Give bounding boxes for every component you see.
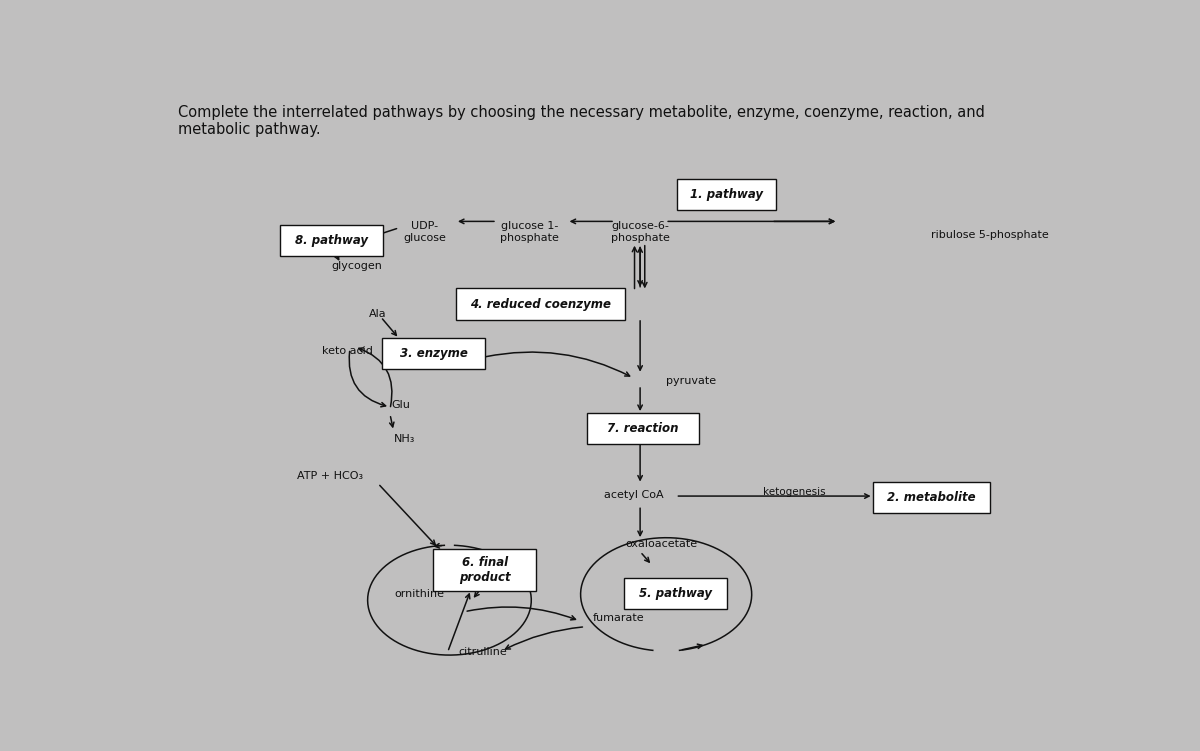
FancyBboxPatch shape — [382, 338, 485, 369]
Text: 2. metabolite: 2. metabolite — [887, 491, 976, 505]
Text: glucose-6-
phosphate: glucose-6- phosphate — [611, 221, 670, 243]
Text: glycogen: glycogen — [331, 261, 383, 271]
Text: glucose 1-
phosphate: glucose 1- phosphate — [500, 221, 559, 243]
Text: 3. enzyme: 3. enzyme — [400, 347, 468, 360]
Text: 5. pathway: 5. pathway — [638, 587, 712, 600]
Text: citrulline: citrulline — [458, 647, 508, 657]
Text: Complete the interrelated pathways by choosing the necessary metabolite, enzyme,: Complete the interrelated pathways by ch… — [178, 104, 985, 119]
Text: acetyl CoA: acetyl CoA — [604, 490, 664, 500]
FancyBboxPatch shape — [624, 578, 727, 609]
Text: ketogenesis: ketogenesis — [763, 487, 826, 497]
Text: 7. reaction: 7. reaction — [607, 422, 679, 435]
FancyBboxPatch shape — [677, 179, 776, 210]
Text: ribulose 5-phosphate: ribulose 5-phosphate — [931, 230, 1049, 240]
Text: NH₃: NH₃ — [394, 434, 415, 445]
Text: 4. reduced coenzyme: 4. reduced coenzyme — [470, 297, 611, 311]
Text: Ala: Ala — [368, 309, 386, 319]
Text: oxaloacetate: oxaloacetate — [625, 539, 697, 549]
Text: UDP-
glucose: UDP- glucose — [403, 221, 445, 243]
FancyBboxPatch shape — [872, 482, 990, 514]
Text: ornithine: ornithine — [395, 590, 445, 599]
FancyBboxPatch shape — [587, 413, 700, 444]
Text: ATP + HCO₃: ATP + HCO₃ — [296, 471, 364, 481]
FancyBboxPatch shape — [433, 549, 536, 592]
Text: fumarate: fumarate — [593, 613, 644, 623]
FancyBboxPatch shape — [280, 225, 383, 256]
FancyBboxPatch shape — [456, 288, 625, 320]
Text: 1. pathway: 1. pathway — [690, 188, 763, 201]
Text: metabolic pathway.: metabolic pathway. — [178, 122, 320, 137]
Text: Glu: Glu — [391, 400, 410, 410]
Text: keto acid: keto acid — [322, 346, 373, 357]
Text: 8. pathway: 8. pathway — [295, 234, 368, 247]
Text: 6. final
product: 6. final product — [458, 556, 511, 584]
Text: pyruvate: pyruvate — [666, 376, 716, 386]
